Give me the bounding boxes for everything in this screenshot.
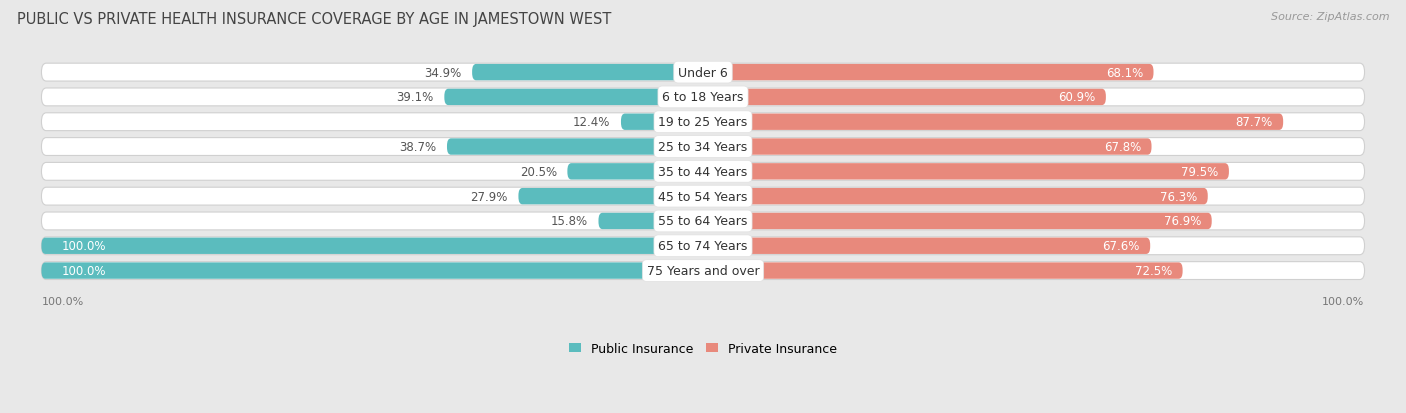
Text: Source: ZipAtlas.com: Source: ZipAtlas.com [1271,12,1389,22]
FancyBboxPatch shape [703,114,1284,131]
FancyBboxPatch shape [41,263,703,279]
FancyBboxPatch shape [703,65,1153,81]
Text: 60.9%: 60.9% [1059,91,1095,104]
Text: 67.6%: 67.6% [1102,240,1140,253]
Text: 65 to 74 Years: 65 to 74 Years [658,240,748,253]
Text: Under 6: Under 6 [678,66,728,79]
Text: 39.1%: 39.1% [396,91,434,104]
Text: PUBLIC VS PRIVATE HEALTH INSURANCE COVERAGE BY AGE IN JAMESTOWN WEST: PUBLIC VS PRIVATE HEALTH INSURANCE COVER… [17,12,612,27]
Text: 79.5%: 79.5% [1181,166,1219,178]
FancyBboxPatch shape [519,188,703,205]
FancyBboxPatch shape [472,65,703,81]
Text: 100.0%: 100.0% [41,296,84,306]
Text: 27.9%: 27.9% [471,190,508,203]
Text: 100.0%: 100.0% [1322,296,1365,306]
FancyBboxPatch shape [599,213,703,230]
FancyBboxPatch shape [703,238,1150,254]
FancyBboxPatch shape [568,164,703,180]
Text: 76.9%: 76.9% [1164,215,1201,228]
FancyBboxPatch shape [41,138,1365,156]
FancyBboxPatch shape [703,164,1229,180]
Legend: Public Insurance, Private Insurance: Public Insurance, Private Insurance [564,337,842,360]
Text: 67.8%: 67.8% [1104,141,1140,154]
FancyBboxPatch shape [41,89,1365,107]
Text: 68.1%: 68.1% [1105,66,1143,79]
Text: 25 to 34 Years: 25 to 34 Years [658,141,748,154]
Text: 72.5%: 72.5% [1135,264,1173,278]
FancyBboxPatch shape [41,188,1365,206]
Text: 6 to 18 Years: 6 to 18 Years [662,91,744,104]
Text: 100.0%: 100.0% [62,264,105,278]
Text: 12.4%: 12.4% [574,116,610,129]
Text: 19 to 25 Years: 19 to 25 Years [658,116,748,129]
Text: 34.9%: 34.9% [425,66,461,79]
FancyBboxPatch shape [41,64,1365,82]
FancyBboxPatch shape [41,114,1365,131]
Text: 75 Years and over: 75 Years and over [647,264,759,278]
Text: 100.0%: 100.0% [62,240,105,253]
Text: 87.7%: 87.7% [1236,116,1272,129]
Text: 20.5%: 20.5% [520,166,557,178]
FancyBboxPatch shape [703,139,1152,155]
FancyBboxPatch shape [41,262,1365,280]
FancyBboxPatch shape [703,213,1212,230]
FancyBboxPatch shape [41,238,703,254]
FancyBboxPatch shape [703,188,1208,205]
FancyBboxPatch shape [447,139,703,155]
Text: 35 to 44 Years: 35 to 44 Years [658,166,748,178]
FancyBboxPatch shape [621,114,703,131]
FancyBboxPatch shape [41,213,1365,230]
FancyBboxPatch shape [444,90,703,106]
Text: 45 to 54 Years: 45 to 54 Years [658,190,748,203]
FancyBboxPatch shape [41,237,1365,255]
Text: 76.3%: 76.3% [1160,190,1197,203]
FancyBboxPatch shape [41,163,1365,181]
FancyBboxPatch shape [703,263,1182,279]
Text: 38.7%: 38.7% [399,141,436,154]
FancyBboxPatch shape [703,90,1107,106]
Text: 55 to 64 Years: 55 to 64 Years [658,215,748,228]
Text: 15.8%: 15.8% [551,215,588,228]
